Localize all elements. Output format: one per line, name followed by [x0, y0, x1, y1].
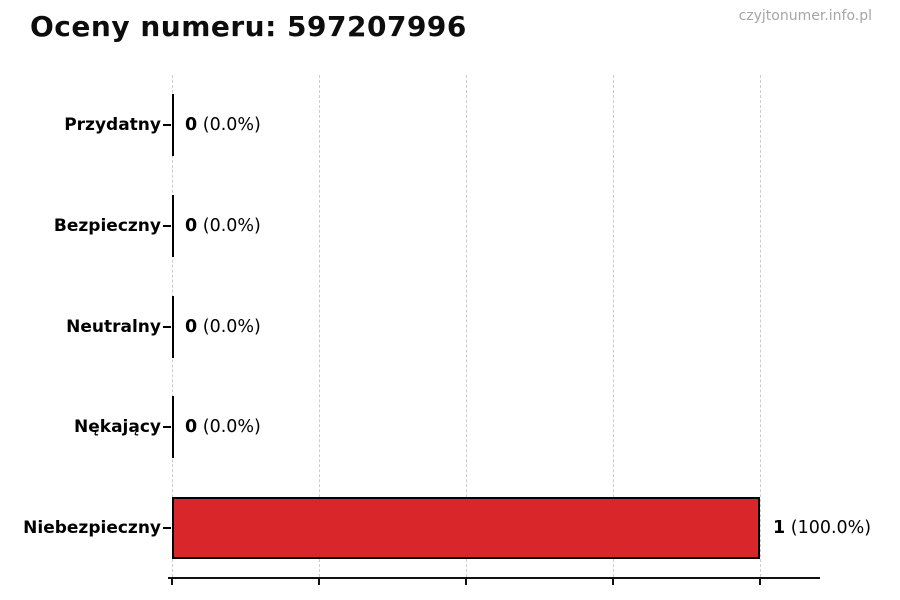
watermark: czyjtonumer.info.pl	[738, 8, 872, 24]
value-percent: (0.0%)	[197, 417, 261, 438]
x-axis-tick	[318, 579, 320, 585]
value-percent: (0.0%)	[197, 115, 261, 136]
x-axis-tick	[759, 579, 761, 585]
y-axis-tick	[163, 224, 171, 227]
x-gridline	[319, 75, 320, 577]
x-axis-line	[168, 577, 820, 579]
value-percent: (100.0%)	[785, 517, 872, 538]
value-label: 1 (100.0%)	[773, 518, 871, 538]
bar	[172, 496, 760, 559]
category-label: Bezpieczny	[53, 215, 161, 236]
value-label: 0 (0.0%)	[185, 115, 261, 135]
value-number: 1	[773, 517, 786, 538]
y-axis-tick	[163, 124, 171, 127]
y-axis-tick	[163, 526, 171, 529]
x-axis-tick	[171, 579, 173, 585]
bar	[172, 295, 174, 358]
x-gridline	[760, 75, 761, 577]
value-number: 0	[185, 215, 198, 236]
plot-area	[172, 75, 761, 578]
x-axis-tick	[612, 579, 614, 585]
y-axis-tick	[163, 426, 171, 429]
bar	[172, 194, 174, 257]
bar	[172, 94, 174, 157]
value-label: 0 (0.0%)	[185, 317, 261, 337]
value-number: 0	[185, 115, 198, 136]
category-label: Przydatny	[64, 115, 161, 136]
category-label: Neutralny	[66, 316, 161, 337]
category-label: Nękający	[74, 417, 161, 438]
value-label: 0 (0.0%)	[185, 216, 261, 236]
bar	[172, 396, 174, 459]
value-number: 0	[185, 417, 198, 438]
x-gridline	[613, 75, 614, 577]
chart-title: Oceny numeru: 597207996	[30, 10, 467, 43]
y-axis-tick	[163, 325, 171, 328]
value-percent: (0.0%)	[197, 316, 261, 337]
value-percent: (0.0%)	[197, 215, 261, 236]
value-label: 0 (0.0%)	[185, 417, 261, 437]
value-number: 0	[185, 316, 198, 337]
x-gridline	[466, 75, 467, 577]
x-axis-tick	[465, 579, 467, 585]
category-label: Niebezpieczny	[23, 517, 161, 538]
